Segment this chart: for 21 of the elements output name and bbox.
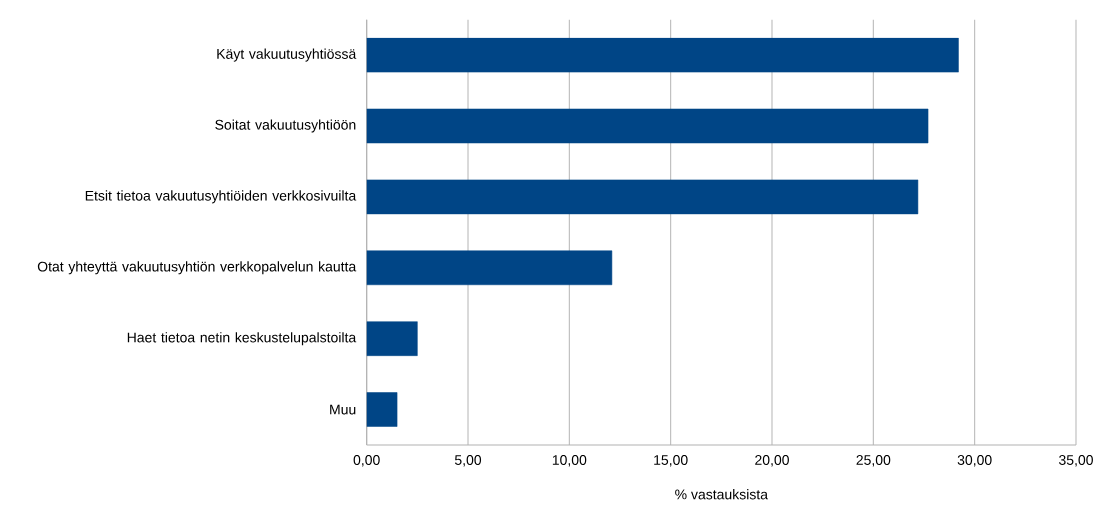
y-tick-label: Haet tietoa netin keskustelupalstoilta — [127, 332, 357, 346]
x-tick-label: 0,00 — [353, 455, 380, 467]
x-tick-label: 35,00 — [1059, 455, 1093, 467]
x-tick-label: 15,00 — [654, 455, 688, 467]
y-tick-label: Otat yhteyttä vakuutusyhtiön verkkopalvelun kautta — [37, 261, 357, 275]
bar — [366, 321, 418, 356]
y-tick-label: Etsit tietoa vakuutusyhtiöiden verkkosivuilta — [85, 190, 357, 204]
y-tick-label: Soitat vakuutusyhtiöön — [215, 119, 356, 133]
x-tick-label: 25,00 — [856, 455, 891, 467]
bar — [366, 37, 959, 73]
bar — [366, 250, 613, 286]
y-tick-label: Käyt vakuutusyhtiössä — [217, 48, 357, 62]
x-tick-label: 5,00 — [454, 455, 482, 467]
bar — [366, 392, 398, 427]
y-tick-label: Muu — [330, 404, 356, 415]
bar — [366, 108, 929, 144]
bar — [366, 179, 919, 215]
x-tick-label: 30,00 — [957, 455, 992, 467]
x-tick-label: 10,00 — [552, 455, 587, 467]
x-tick-label: 20,00 — [755, 455, 789, 467]
x-axis-title: % vastauksista — [675, 489, 768, 500]
